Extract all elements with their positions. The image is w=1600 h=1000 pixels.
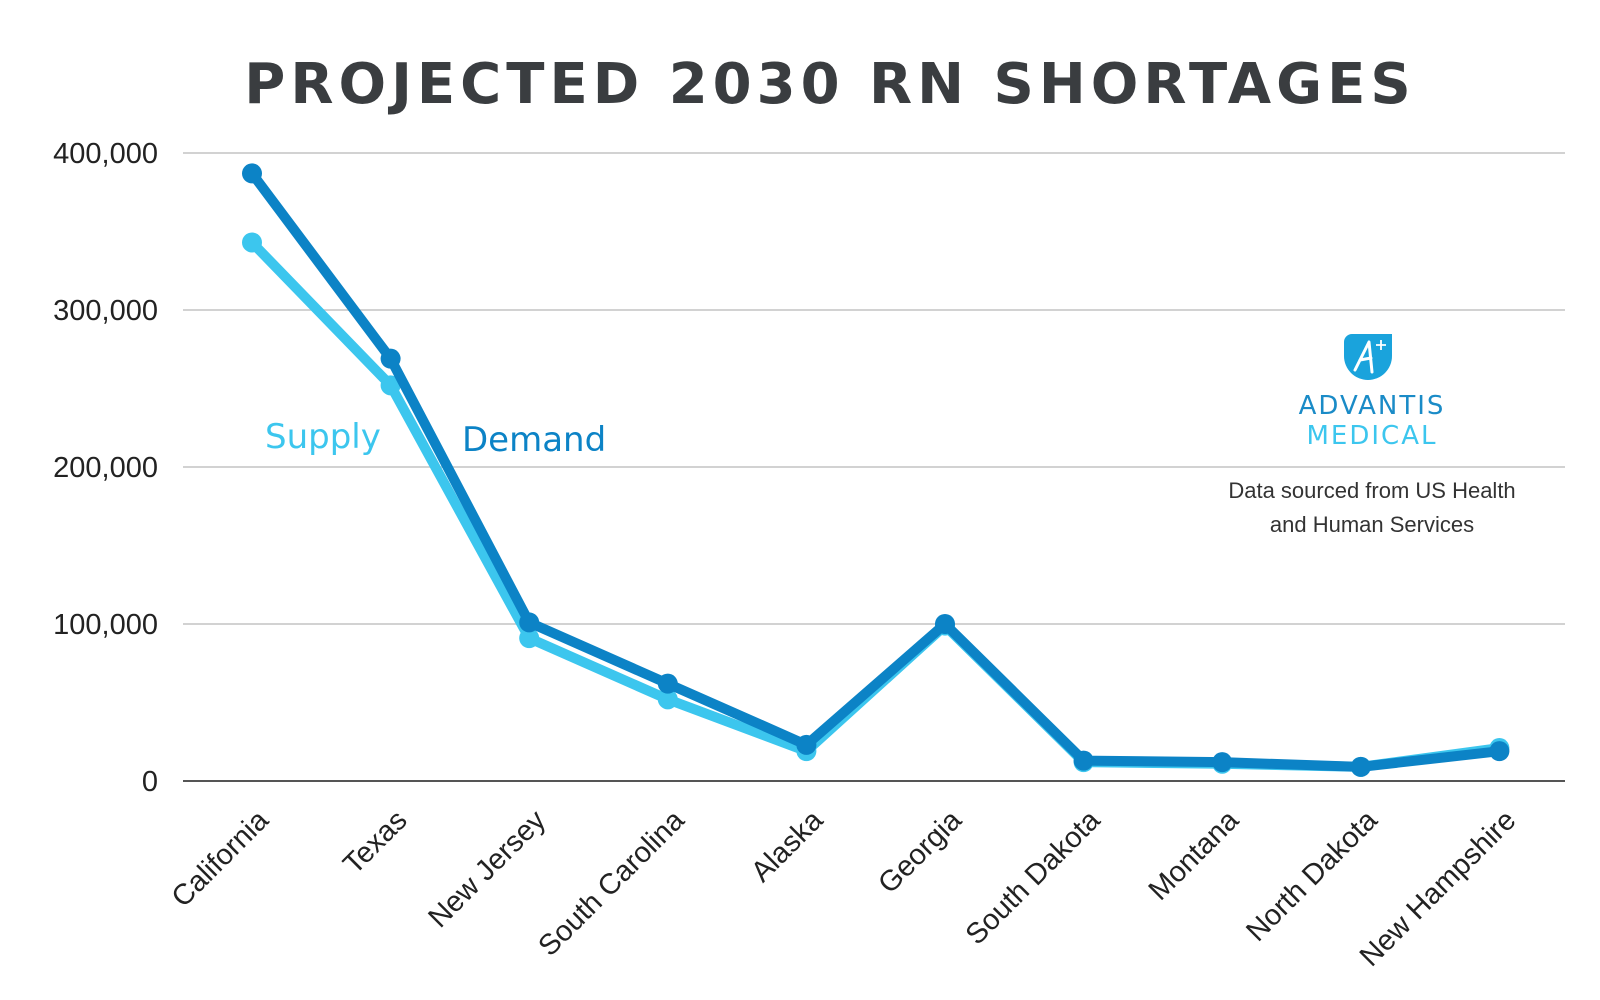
data-point-demand <box>380 348 401 369</box>
data-point-demand <box>935 614 955 634</box>
brand-name-line2: MEDICAL <box>1307 421 1438 451</box>
x-tick-label: Montana <box>1143 804 1246 907</box>
data-point-demand <box>1073 750 1094 771</box>
y-tick-label: 400,000 <box>53 138 158 170</box>
data-point-demand <box>796 734 817 755</box>
x-tick-label: California <box>166 804 276 914</box>
data-point-demand <box>1350 756 1371 777</box>
y-tick-label: 0 <box>142 766 158 798</box>
chart-title: PROJECTED 2030 RN SHORTAGES <box>244 52 1415 117</box>
y-axis-ticks: 0 100,000 200,000 300,000 400,000 <box>53 138 158 798</box>
x-tick-label: Texas <box>337 804 413 880</box>
series-lines <box>242 163 1510 777</box>
data-point-demand <box>1212 752 1233 773</box>
y-tick-label: 300,000 <box>53 295 158 327</box>
gridlines <box>183 152 1565 782</box>
demand-series-label: Demand <box>462 420 606 460</box>
x-tick-label: North Dakota <box>1240 804 1384 948</box>
x-tick-label: Alaska <box>745 804 830 889</box>
x-tick-label: Georgia <box>872 804 968 900</box>
brand-name-line1: ADVANTIS <box>1299 391 1446 421</box>
data-point-demand <box>242 163 262 184</box>
source-note-line2: and Human Services <box>1270 512 1474 537</box>
series-line-demand <box>247 168 1505 772</box>
data-point-supply <box>657 689 678 710</box>
y-tick-label: 200,000 <box>53 452 158 484</box>
source-note-line1: Data sourced from US Health <box>1228 478 1515 503</box>
brand-logo: ADVANTIS MEDICAL <box>1299 334 1446 451</box>
y-tick-label: 100,000 <box>53 609 158 641</box>
advantis-logo-icon <box>1344 334 1392 380</box>
data-point-demand <box>519 612 540 633</box>
data-point-supply <box>380 375 401 396</box>
data-point-demand <box>657 673 678 694</box>
data-point-supply <box>519 628 540 649</box>
data-point-supply <box>242 232 262 253</box>
x-tick-label: New Jersey <box>422 804 552 934</box>
x-tick-label: South Dakota <box>960 804 1108 952</box>
data-point-demand <box>1489 741 1510 762</box>
x-tick-label: South Carolina <box>532 804 691 963</box>
supply-series-label: Supply <box>265 417 381 457</box>
